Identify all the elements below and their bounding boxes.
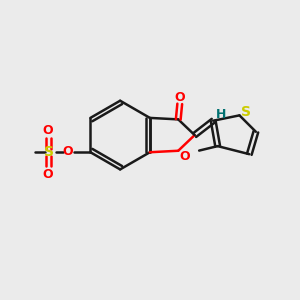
Text: O: O	[179, 150, 190, 163]
Text: S: S	[241, 105, 251, 119]
Text: O: O	[63, 145, 73, 158]
Text: O: O	[43, 168, 53, 181]
Text: H: H	[215, 108, 226, 121]
Text: O: O	[175, 91, 185, 104]
Text: S: S	[44, 145, 54, 159]
Text: O: O	[43, 124, 53, 136]
